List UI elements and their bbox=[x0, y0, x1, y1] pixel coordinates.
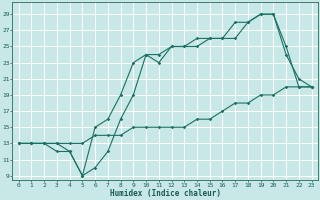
X-axis label: Humidex (Indice chaleur): Humidex (Indice chaleur) bbox=[110, 189, 220, 198]
